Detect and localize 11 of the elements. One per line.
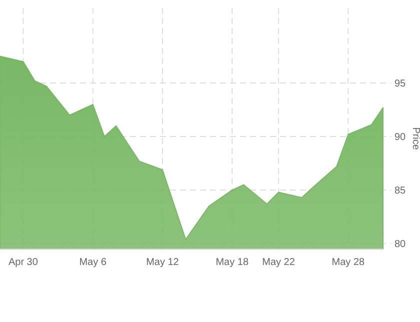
x-tick-label: May 18 [216, 257, 249, 268]
y-tick-label: 85 [394, 186, 406, 197]
y-tick-label: 80 [394, 239, 406, 250]
y-tick-label: 95 [394, 78, 406, 90]
y-axis-title: Price [410, 127, 420, 150]
x-tick-label: May 6 [79, 257, 107, 268]
x-tick-label: Apr 30 [8, 257, 38, 268]
x-tick-label: May 12 [146, 257, 180, 268]
x-tick-label: May 22 [262, 257, 296, 268]
x-tick-label: May 28 [332, 257, 366, 268]
y-tick-label: 90 [394, 132, 406, 144]
